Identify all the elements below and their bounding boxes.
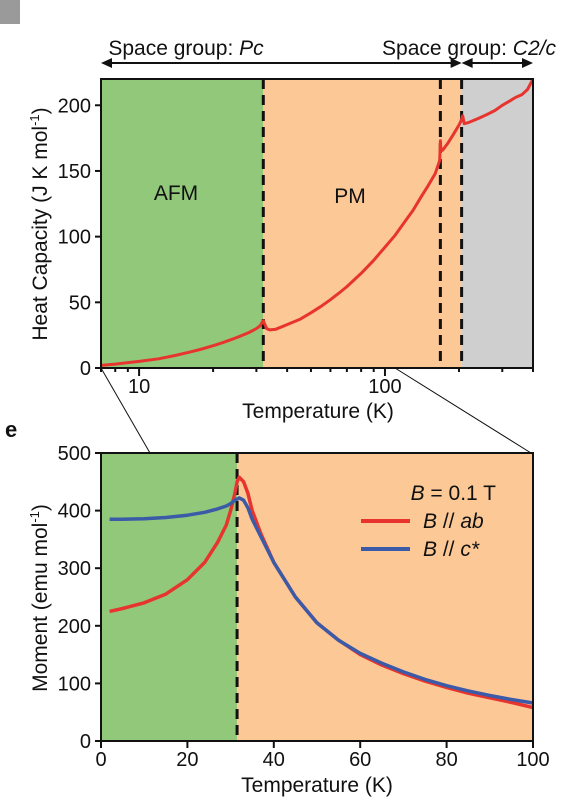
y-axis-ticks: 0 50 100 150 200 [58,95,101,380]
space-group-label-pc: Space group: Pc [108,37,264,60]
phase-regions [101,79,533,368]
y-axis-label: Moment (emu mol-1) [27,504,52,692]
y-tick-label: 500 [58,443,91,465]
x-tick-label: 100 [368,376,401,398]
x-tick-label: 100 [516,749,549,771]
region-band [263,79,462,368]
y-tick-label: 100 [58,673,91,695]
region-band [461,79,533,368]
zoom-connector-left [100,367,151,454]
region-band [101,453,238,741]
region-label-pm: PM [334,185,366,208]
arrow-head-right [522,58,533,68]
y-tick-label: 400 [58,501,91,523]
y-tick-label: 50 [69,292,91,314]
legend-title: B = 0.1 T [411,482,497,505]
x-axis-label: Temperature (K) [242,400,394,423]
y-tick-label: 200 [58,95,91,117]
y-tick-label: 200 [58,616,91,638]
y-tick-label: 0 [80,358,91,380]
y-tick-label: 150 [58,161,91,183]
y-axis-ticks: 0 100 200 300 400 500 [58,443,101,753]
region-label-afm: AFM [154,182,198,205]
y-tick-label: 300 [58,558,91,580]
space-group-label-c2c: Space group: C2/c [382,37,556,60]
panel-label-e: e [5,417,17,442]
y-tick-label: 100 [58,227,91,249]
plot-frame [100,452,534,742]
moment-line-c [109,496,534,705]
y-tick-label: 0 [80,731,91,753]
heat-capacity-chart: 0 50 100 150 200 10 100 AFM PM Space group: P… [27,37,556,423]
x-tick-label: 0 [95,749,106,771]
x-axis-label: Temperature (K) [241,774,393,797]
legend-entry-ab: B // ab [423,510,484,533]
space-group-arrows [101,58,533,68]
x-tick-label: 10 [128,376,150,398]
y-axis-label: Heat Capacity (J K mol-1) [27,107,52,340]
plot-frame [100,78,534,369]
x-tick-label: 40 [263,749,285,771]
x-tick-label: 60 [349,749,371,771]
legend-entry-c: B // c* [423,538,480,561]
region-band [101,79,264,368]
zoom-connector-right [394,367,532,454]
x-tick-label: 80 [435,749,457,771]
heat-capacity-series [100,78,535,367]
corner-marker [0,0,20,24]
x-axis-ticks: 0 20 40 60 80 100 [95,741,550,771]
x-tick-label: 20 [176,749,198,771]
heat-capacity-line [100,78,535,367]
arrow-head-left [461,58,473,68]
x-axis-ticks: 10 100 [100,368,534,398]
arrow-head-left [101,58,112,68]
moment-series [109,475,534,710]
arrow-head-right [450,58,462,68]
